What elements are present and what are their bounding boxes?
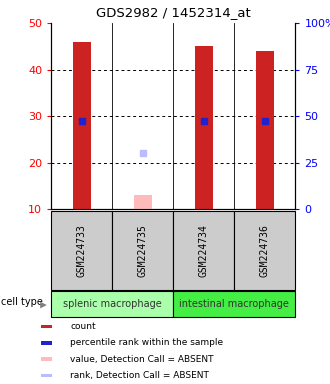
Text: cell type: cell type: [1, 298, 43, 308]
Text: GSM224733: GSM224733: [77, 224, 87, 277]
Title: GDS2982 / 1452314_at: GDS2982 / 1452314_at: [96, 6, 250, 19]
Text: percentile rank within the sample: percentile rank within the sample: [70, 338, 223, 348]
Bar: [41, 358, 52, 361]
Bar: [112, 211, 173, 290]
Bar: [195, 46, 213, 209]
Bar: [41, 341, 52, 345]
Bar: [51, 211, 112, 290]
Bar: [173, 211, 234, 290]
Text: GSM224734: GSM224734: [199, 224, 209, 277]
Bar: [234, 211, 295, 290]
Text: value, Detection Call = ABSENT: value, Detection Call = ABSENT: [70, 355, 214, 364]
Text: count: count: [70, 322, 96, 331]
Bar: [73, 42, 91, 209]
Bar: [41, 325, 52, 328]
Bar: [173, 291, 295, 317]
Text: intestinal macrophage: intestinal macrophage: [180, 299, 289, 309]
Text: rank, Detection Call = ABSENT: rank, Detection Call = ABSENT: [70, 371, 209, 380]
Bar: [51, 291, 173, 317]
Bar: [134, 195, 152, 209]
Bar: [256, 51, 274, 209]
Text: GSM224736: GSM224736: [260, 224, 270, 277]
Bar: [41, 374, 52, 377]
Text: splenic macrophage: splenic macrophage: [63, 299, 162, 309]
Text: GSM224735: GSM224735: [138, 224, 148, 277]
